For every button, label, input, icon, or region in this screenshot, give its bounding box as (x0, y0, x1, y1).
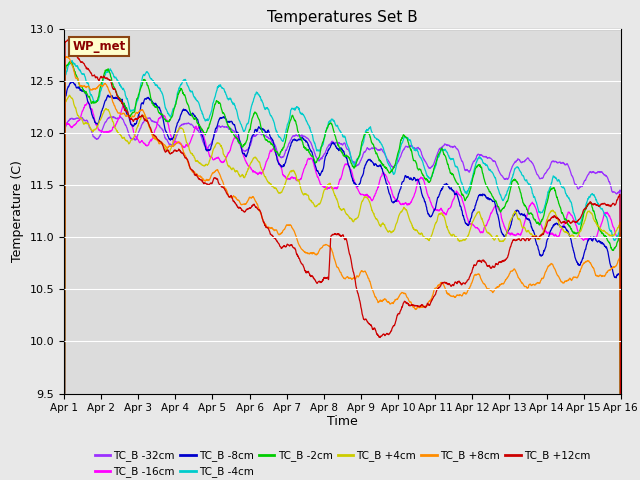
TC_B -2cm (504, 196, 512, 202)
TC_B -4cm (371, 134, 379, 140)
TC_B +8cm (584, 258, 591, 264)
Line: TC_B +8cm: TC_B +8cm (64, 57, 621, 480)
TC_B -4cm (504, 185, 512, 191)
TC_B +12cm (359, 313, 367, 319)
TC_B +4cm (216, 141, 223, 147)
TC_B -8cm (68, 79, 76, 84)
TC_B -32cm (504, 176, 512, 181)
TC_B -4cm (359, 142, 367, 147)
Legend: TC_B -32cm, TC_B -16cm, TC_B -8cm, TC_B -4cm, TC_B -2cm, TC_B +4cm, TC_B +8cm, T: TC_B -32cm, TC_B -16cm, TC_B -8cm, TC_B … (90, 446, 595, 480)
TC_B -32cm (568, 173, 575, 179)
TC_B +4cm (568, 232, 575, 238)
TC_B -16cm (84, 99, 92, 105)
TC_B +4cm (371, 214, 379, 219)
TC_B -16cm (371, 193, 379, 199)
TC_B +8cm (359, 269, 367, 275)
TC_B -2cm (584, 204, 591, 209)
TC_B -2cm (65, 59, 73, 65)
Line: TC_B +12cm: TC_B +12cm (64, 40, 621, 480)
TC_B -16cm (584, 237, 591, 242)
TC_B -2cm (359, 137, 367, 143)
TC_B -8cm (568, 240, 575, 246)
TC_B -4cm (216, 84, 223, 89)
TC_B -4cm (68, 58, 76, 64)
TC_B -8cm (371, 161, 379, 167)
TC_B -32cm (371, 145, 379, 151)
TC_B +4cm (504, 226, 512, 231)
Line: TC_B +4cm: TC_B +4cm (64, 95, 621, 480)
Line: TC_B -4cm: TC_B -4cm (64, 61, 621, 480)
TC_B -4cm (568, 202, 575, 207)
TC_B -32cm (116, 114, 124, 120)
TC_B -8cm (584, 240, 591, 246)
TC_B -16cm (359, 192, 367, 197)
TC_B +8cm (216, 171, 223, 177)
Line: TC_B -32cm: TC_B -32cm (64, 117, 621, 480)
TC_B +12cm (504, 252, 512, 258)
Y-axis label: Temperature (C): Temperature (C) (11, 160, 24, 262)
TC_B +4cm (66, 92, 74, 98)
TC_B -32cm (216, 123, 223, 129)
TC_B -8cm (504, 228, 512, 234)
TC_B -16cm (504, 229, 512, 235)
TC_B -8cm (359, 172, 367, 178)
TC_B -2cm (216, 100, 223, 106)
TC_B -2cm (371, 147, 379, 153)
Line: TC_B -8cm: TC_B -8cm (64, 82, 621, 480)
TC_B -4cm (584, 198, 591, 204)
Line: TC_B -2cm: TC_B -2cm (64, 62, 621, 480)
X-axis label: Time: Time (327, 415, 358, 428)
TC_B +4cm (584, 210, 591, 216)
TC_B +8cm (568, 277, 575, 283)
Title: Temperatures Set B: Temperatures Set B (267, 10, 418, 25)
TC_B -2cm (568, 228, 575, 233)
TC_B +8cm (62, 54, 70, 60)
TC_B -8cm (216, 117, 223, 122)
Line: TC_B -16cm: TC_B -16cm (64, 102, 621, 480)
TC_B +4cm (359, 198, 367, 204)
TC_B -32cm (584, 173, 591, 179)
TC_B -32cm (359, 153, 367, 159)
TC_B +8cm (371, 293, 379, 299)
TC_B +12cm (216, 182, 223, 188)
TC_B +8cm (504, 274, 512, 279)
TC_B +12cm (65, 37, 72, 43)
TC_B +12cm (584, 203, 591, 209)
TC_B -16cm (216, 156, 223, 162)
TC_B -16cm (568, 213, 575, 218)
TC_B +12cm (568, 219, 575, 225)
Text: WP_met: WP_met (72, 40, 125, 53)
TC_B +12cm (371, 325, 379, 331)
